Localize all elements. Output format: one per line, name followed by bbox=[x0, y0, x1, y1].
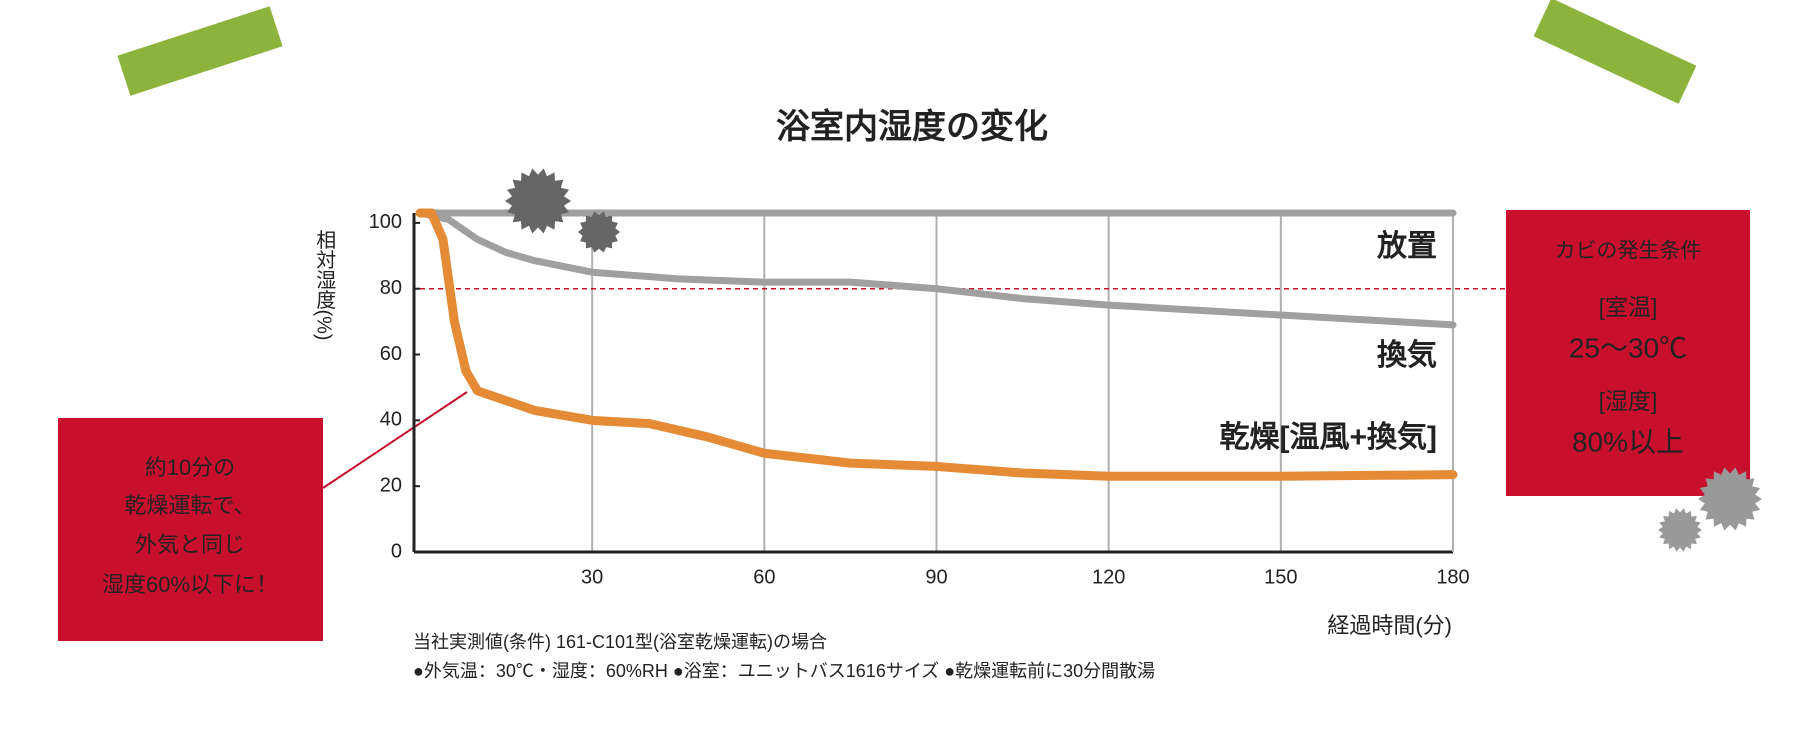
series-label: 乾燥[温風+換気] bbox=[1220, 421, 1438, 454]
data-line bbox=[416, 209, 1457, 329]
mold-icon bbox=[578, 211, 620, 253]
y-tick-label: 40 bbox=[380, 409, 402, 431]
callout-text: カビの発生条件 bbox=[1555, 240, 1702, 263]
callout-text: 乾燥運転で、 bbox=[124, 493, 255, 518]
x-tick-label: 180 bbox=[1436, 566, 1469, 588]
y-axis-label: 相対湿度(%) bbox=[313, 229, 336, 341]
callout-text: 25～30℃ bbox=[1569, 332, 1687, 363]
y-tick-label: 20 bbox=[380, 474, 402, 496]
callout-text: 外気と同じ bbox=[135, 532, 245, 557]
callout-text: 80%以上 bbox=[1572, 426, 1684, 457]
y-tick-label: 100 bbox=[369, 211, 402, 233]
y-tick-label: 60 bbox=[380, 343, 402, 365]
y-tick-label: 80 bbox=[380, 277, 402, 299]
note: ●外気温：30℃・湿度：60%RH ●浴室：ユニットバス1616サイズ ●乾燥運… bbox=[413, 661, 1155, 681]
y-tick-label: 0 bbox=[391, 540, 402, 562]
note: 当社実測値(条件) 161-C101型(浴室乾燥運転)の場合 bbox=[413, 632, 827, 652]
x-tick-label: 120 bbox=[1092, 566, 1125, 588]
x-tick-label: 150 bbox=[1264, 566, 1297, 588]
callout-text: 約10分の bbox=[145, 455, 235, 480]
mold-icon bbox=[1698, 467, 1762, 531]
chart-title: 浴室内湿度の変化 bbox=[776, 107, 1048, 146]
series-label: 放置 bbox=[1376, 230, 1437, 263]
x-axis-label: 経過時間(分) bbox=[1327, 613, 1452, 638]
x-tick-label: 30 bbox=[581, 566, 603, 588]
mold-icon bbox=[1658, 508, 1702, 552]
callout-text: [湿度] bbox=[1599, 388, 1658, 414]
callout-text: [室温] bbox=[1599, 294, 1658, 320]
series-label: 換気 bbox=[1377, 339, 1437, 372]
x-tick-label: 60 bbox=[753, 566, 775, 588]
decoration bbox=[58, 0, 1750, 641]
callout-text: 湿度60%以下に！ bbox=[102, 572, 278, 597]
x-tick-label: 90 bbox=[925, 566, 947, 588]
data-line bbox=[415, 208, 1458, 481]
mold-icon bbox=[505, 168, 571, 234]
